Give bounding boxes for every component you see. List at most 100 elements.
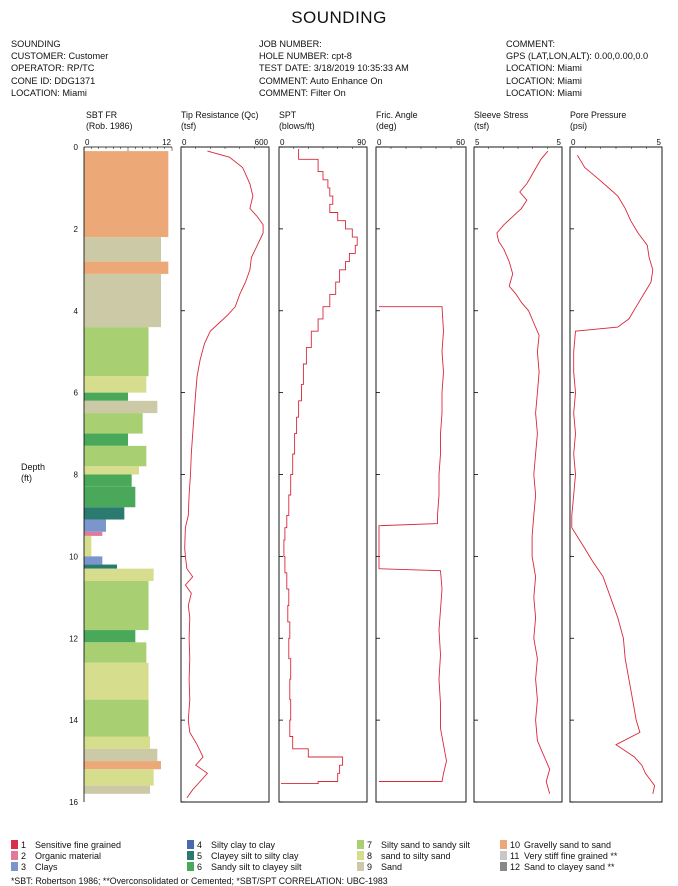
sbt-layer-bar [84, 748, 158, 762]
sbt-layer-bar [84, 445, 147, 467]
track-title-spt: SPT (blows/ft) [279, 110, 315, 132]
legend-number: 6 [197, 862, 203, 872]
legend-swatch [357, 862, 364, 871]
depth-tick-label: 0 [74, 143, 79, 152]
legend-item: 11 Very stiff fine grained ** [500, 851, 617, 862]
x-tick-label: 60 [456, 138, 465, 147]
legend-number: 11 [510, 851, 520, 861]
legend-number: 4 [197, 840, 203, 850]
depth-tick-label: 4 [74, 307, 79, 316]
track-title-line: (deg) [376, 121, 397, 131]
legend-label: Clays [35, 862, 58, 872]
sbt-layer-bar [84, 327, 149, 377]
track-title-line: (tsf) [474, 121, 490, 131]
legend-label: Very stiff fine grained ** [524, 851, 618, 861]
sbt-layer-bar [84, 556, 103, 565]
depth-axis-label: Depth (ft) [21, 462, 45, 484]
footnote: *SBT: Robertson 1986; **Overconsolidated… [11, 876, 388, 886]
series-line-spt [281, 149, 358, 785]
legend-label: Silty sand to sandy silt [381, 840, 471, 850]
header-middle-line: JOB NUMBER: [259, 39, 322, 49]
header-right: COMMENT: GPS (LAT,LON,ALT): 0.00,0.00,0.… [506, 38, 648, 99]
sbt-layer-bar [84, 535, 92, 557]
legend-swatch [11, 840, 18, 849]
sbt-layer-bar [84, 474, 132, 487]
track-title-line: (Rob. 1986) [86, 121, 133, 131]
track-frame [375, 146, 467, 803]
track-title-line: Fric. Angle [376, 110, 418, 120]
legend-swatch [357, 851, 364, 860]
legend-label: Sandy silt to clayey silt [211, 862, 302, 872]
header-left-line: CONE ID: DDG1371 [11, 75, 96, 86]
x-tick-label: 12 [162, 138, 171, 147]
legend-label: Sensitive fine grained [35, 840, 122, 850]
track-title-line: Sleeve Stress [474, 110, 529, 120]
depth-tick-label: 2 [74, 225, 79, 234]
sbt-layer-bar [84, 486, 136, 508]
series-line-qc [184, 150, 264, 799]
series-line-pore [571, 154, 656, 794]
sbt-layer-bar [84, 400, 158, 414]
x-tick-label: 5 [475, 138, 480, 147]
page-title: SOUNDING [291, 8, 387, 27]
header-left-line: CUSTOMER: Customer [11, 51, 109, 62]
header-right-line: GPS (LAT,LON,ALT): 0.00,0.00,0.0 [506, 51, 649, 62]
legend-swatch [187, 862, 194, 871]
x-tick-label: 90 [357, 138, 366, 147]
sbt-layer-bar [84, 761, 161, 770]
legend-item: 3 Clays [11, 862, 58, 873]
legend-label: Sand to clayey sand ** [524, 862, 615, 872]
legend-item: 4 Silty clay to clay [187, 840, 275, 851]
legend-swatch [500, 851, 507, 860]
header-middle: JOB NUMBER: HOLE NUMBER: cpt-8 TEST DATE… [259, 38, 409, 99]
header-left: SOUNDING CUSTOMER: Customer OPERATOR: RP… [11, 38, 108, 99]
legend-number: 5 [197, 851, 203, 861]
legend-number: 3 [21, 862, 27, 872]
track-title-pore: Pore Pressure (psi) [570, 110, 626, 132]
header-left-line: OPERATOR: RP/TC [11, 63, 95, 74]
x-tick-label: 0 [280, 138, 285, 147]
series-line-sleeve [496, 150, 551, 794]
x-tick-label: 5 [657, 138, 662, 147]
legend-label: Gravelly sand to sand [524, 840, 612, 850]
legend-number: 9 [367, 862, 373, 872]
legend-number: 8 [367, 851, 373, 861]
legend-number: 2 [21, 851, 27, 861]
track-title-line: Tip Resistance (Qc) [181, 110, 259, 120]
header-left-line: SOUNDING [11, 39, 61, 49]
header-middle-line: TEST DATE: 3/18/2019 10:35:33 AM [259, 63, 409, 74]
depth-label-line: Depth [21, 462, 46, 472]
sbt-layer-bar [84, 769, 154, 786]
sbt-layer-bar [84, 507, 125, 520]
legend-label: Organic material [35, 851, 102, 861]
legend-swatch [357, 840, 364, 849]
depth-tick-label: 8 [74, 471, 79, 480]
depth-tick-label: 6 [74, 389, 79, 398]
sbt-layer-bar [84, 413, 143, 434]
legend-item: 12 Sand to clayey sand ** [500, 862, 615, 873]
header-right-line: LOCATION: Miami [506, 75, 582, 86]
legend-label: Clayey silt to silty clay [211, 851, 299, 861]
legend-item: 8 sand to silty sand [357, 851, 451, 862]
track-title-line: (psi) [570, 121, 588, 131]
track-title-fric: Fric. Angle (deg) [376, 110, 418, 132]
x-tick-label: 0 [182, 138, 187, 147]
header-middle-line: COMMENT: Auto Enhance On [259, 75, 383, 86]
header-middle-line: COMMENT: Filter On [259, 87, 346, 98]
sbt-layer-bar [84, 785, 150, 794]
sbt-layer-bar [84, 642, 147, 663]
header-middle-line: HOLE NUMBER: cpt-8 [259, 51, 352, 62]
sbt-layer-bar [84, 580, 149, 631]
legend-item: 5 Clayey silt to silty clay [187, 851, 299, 862]
track-title-line: (tsf) [181, 121, 197, 131]
legend-label: Silty clay to clay [211, 840, 276, 850]
header-right-line: LOCATION: Miami [506, 87, 582, 98]
sbt-layer-bar [84, 151, 169, 238]
legend-number: 1 [21, 840, 27, 850]
sbt-layer-bar [84, 392, 128, 401]
legend-item: 7 Silty sand to sandy silt [357, 840, 470, 851]
legend-number: 12 [510, 862, 521, 872]
legend-swatch [187, 840, 194, 849]
sbt-layer-bar [84, 237, 161, 262]
